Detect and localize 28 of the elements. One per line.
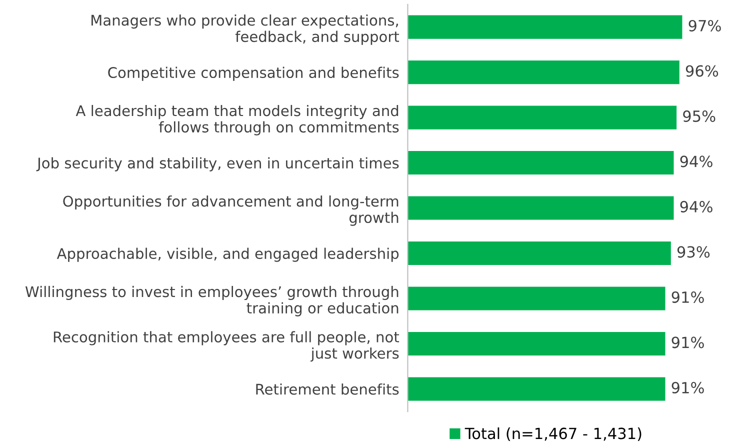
y-tick-label: Job security and stability, even in uncertain times — [36, 157, 399, 172]
y-tick-label: Approachable, visible, and engaged leadership — [56, 248, 399, 262]
y-tick-label: Recognition that employees are full people, not just workers — [54, 331, 400, 362]
data-label: 97% — [688, 20, 721, 32]
bar — [408, 60, 680, 84]
data-label: 91% — [672, 382, 704, 394]
y-tick-label: Managers who provide clear expectations, feedback, and support — [92, 14, 400, 45]
bar — [408, 286, 666, 310]
legend-label: Total (n=1,467 - 1,431) — [464, 427, 642, 442]
data-label: 93% — [677, 246, 710, 258]
y-tick-label: A leadership team that models integrity and follows through on commitments — [76, 104, 399, 136]
bar — [408, 377, 666, 401]
data-label: 94% — [680, 200, 712, 212]
bar — [408, 242, 671, 266]
bar — [408, 15, 682, 39]
data-label: 95% — [683, 110, 716, 122]
data-label: 91% — [672, 336, 704, 348]
y-tick-label: Competitive compensation and benefits — [108, 66, 399, 81]
data-label: 91% — [672, 291, 704, 303]
y-tick-label: Willingness to invest in employees’ growth through training or education — [25, 286, 398, 316]
data-label: 96% — [686, 65, 718, 77]
y-tick-label: Opportunities for advancement and long-term growth — [63, 195, 398, 226]
data-label: 94% — [680, 156, 712, 168]
y-tick-label: Retirement benefits — [256, 383, 399, 395]
bar — [408, 196, 674, 220]
bar — [408, 332, 666, 356]
bar — [408, 151, 674, 175]
bar — [408, 106, 677, 130]
